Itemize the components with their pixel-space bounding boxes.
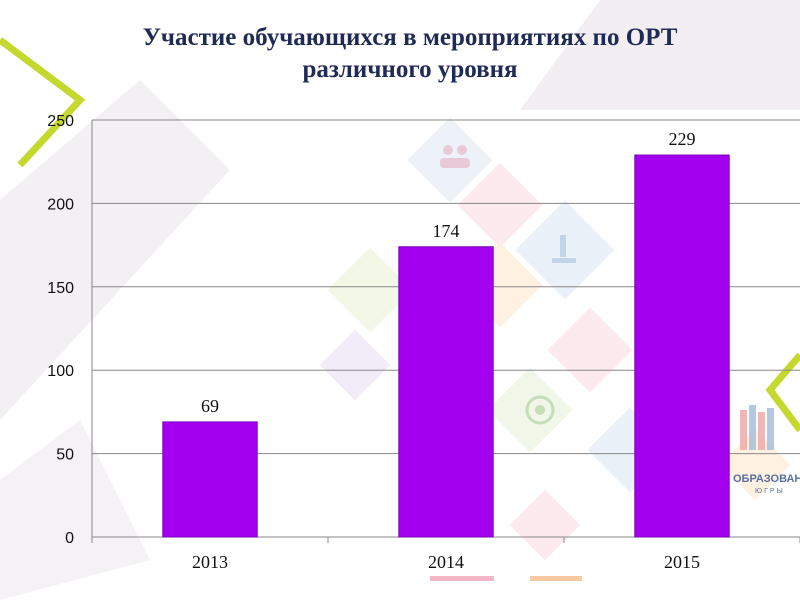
- category-label-2013: 2013: [192, 552, 228, 572]
- y-tick-label: 0: [65, 530, 74, 547]
- svg-text:ЮГРЫ: ЮГРЫ: [755, 488, 785, 495]
- bar-2015: [634, 154, 730, 538]
- lime-frame-bottom-right: [765, 352, 800, 433]
- globe-icon: [525, 395, 555, 425]
- people-icon: [440, 145, 470, 168]
- bar-2014: [398, 246, 494, 538]
- education-logo: ОБРАЗОВАНИЕ ЮГРЫ: [733, 473, 800, 495]
- books-icon: [740, 405, 774, 450]
- labels: 0 50 100 150 200 250 69 2013 174 2014 229 2015: [47, 113, 700, 572]
- bottom-accent-orange: [530, 576, 582, 581]
- bar-2013: [162, 421, 258, 538]
- y-tick-label: 150: [47, 280, 74, 297]
- data-label-2015: 229: [669, 129, 696, 149]
- background-right-shape: [520, 0, 800, 110]
- microscope-icon: [552, 235, 576, 263]
- data-label-2014: 174: [433, 221, 460, 241]
- category-label-2015: 2015: [664, 552, 700, 572]
- y-tick-label: 250: [47, 113, 74, 130]
- lime-frame-top-left: [0, 37, 86, 168]
- bars: [162, 154, 730, 538]
- category-label-2014: 2014: [428, 552, 464, 572]
- y-tick-label: 200: [47, 196, 74, 213]
- y-tick-label: 50: [56, 447, 74, 464]
- svg-text:ОБРАЗОВАНИЕ: ОБРАЗОВАНИЕ: [733, 473, 800, 485]
- bottom-accent-pink: [430, 576, 494, 581]
- background-left-shape: [0, 80, 230, 600]
- y-tick-label: 100: [47, 363, 74, 380]
- data-label-2013: 69: [201, 396, 219, 416]
- chart-title-line-2: различного уровня: [302, 56, 518, 83]
- chart-title-line-1: Участие обучающихся в мероприятиях по ОР…: [142, 24, 678, 51]
- chart-title: Участие обучающихся в мероприятиях по ОР…: [60, 22, 760, 86]
